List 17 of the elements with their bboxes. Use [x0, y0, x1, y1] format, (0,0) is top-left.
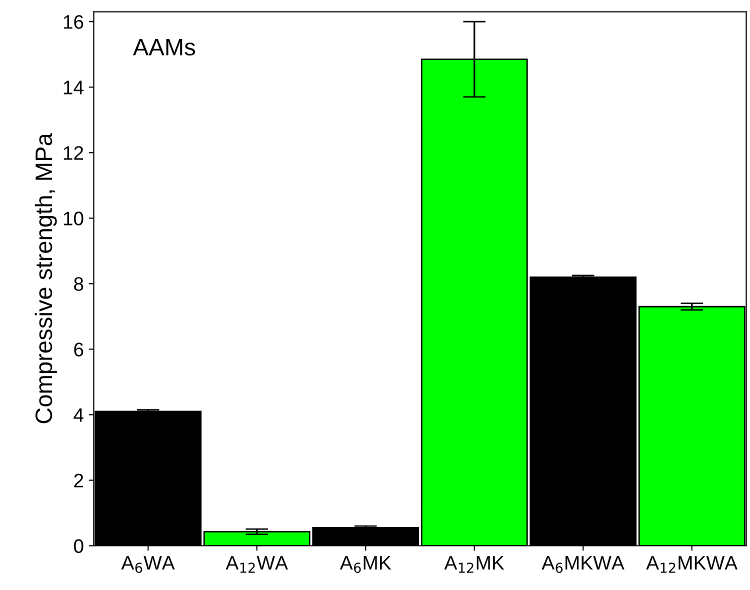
y-tick-label: 2 — [74, 474, 84, 488]
x-tick-label: A$_{6}$MK — [340, 556, 392, 573]
y-tick-label: 14 — [64, 80, 84, 94]
x-tick-label: A$_{12}$MKWA — [646, 556, 738, 573]
y-axis-title: Compressive strength, MPa — [34, 133, 57, 424]
x-tick-label: A$_{6}$WA — [121, 556, 175, 573]
y-tick-label: 0 — [74, 539, 84, 553]
x-tick-label: A$_{12}$MK — [444, 556, 504, 573]
y-tick-label: 10 — [64, 212, 84, 226]
y-tick-label: 16 — [64, 15, 84, 29]
y-tick-label: 6 — [74, 342, 84, 356]
y-tick-label: 12 — [64, 146, 84, 160]
x-tick-label: A$_{6}$MKWA — [542, 556, 624, 573]
x-tick-label: A$_{12}$WA — [226, 556, 288, 573]
annotation: AAMs — [132, 39, 196, 56]
y-tick-label: 4 — [74, 408, 84, 422]
y-tick-label: 8 — [74, 277, 84, 291]
